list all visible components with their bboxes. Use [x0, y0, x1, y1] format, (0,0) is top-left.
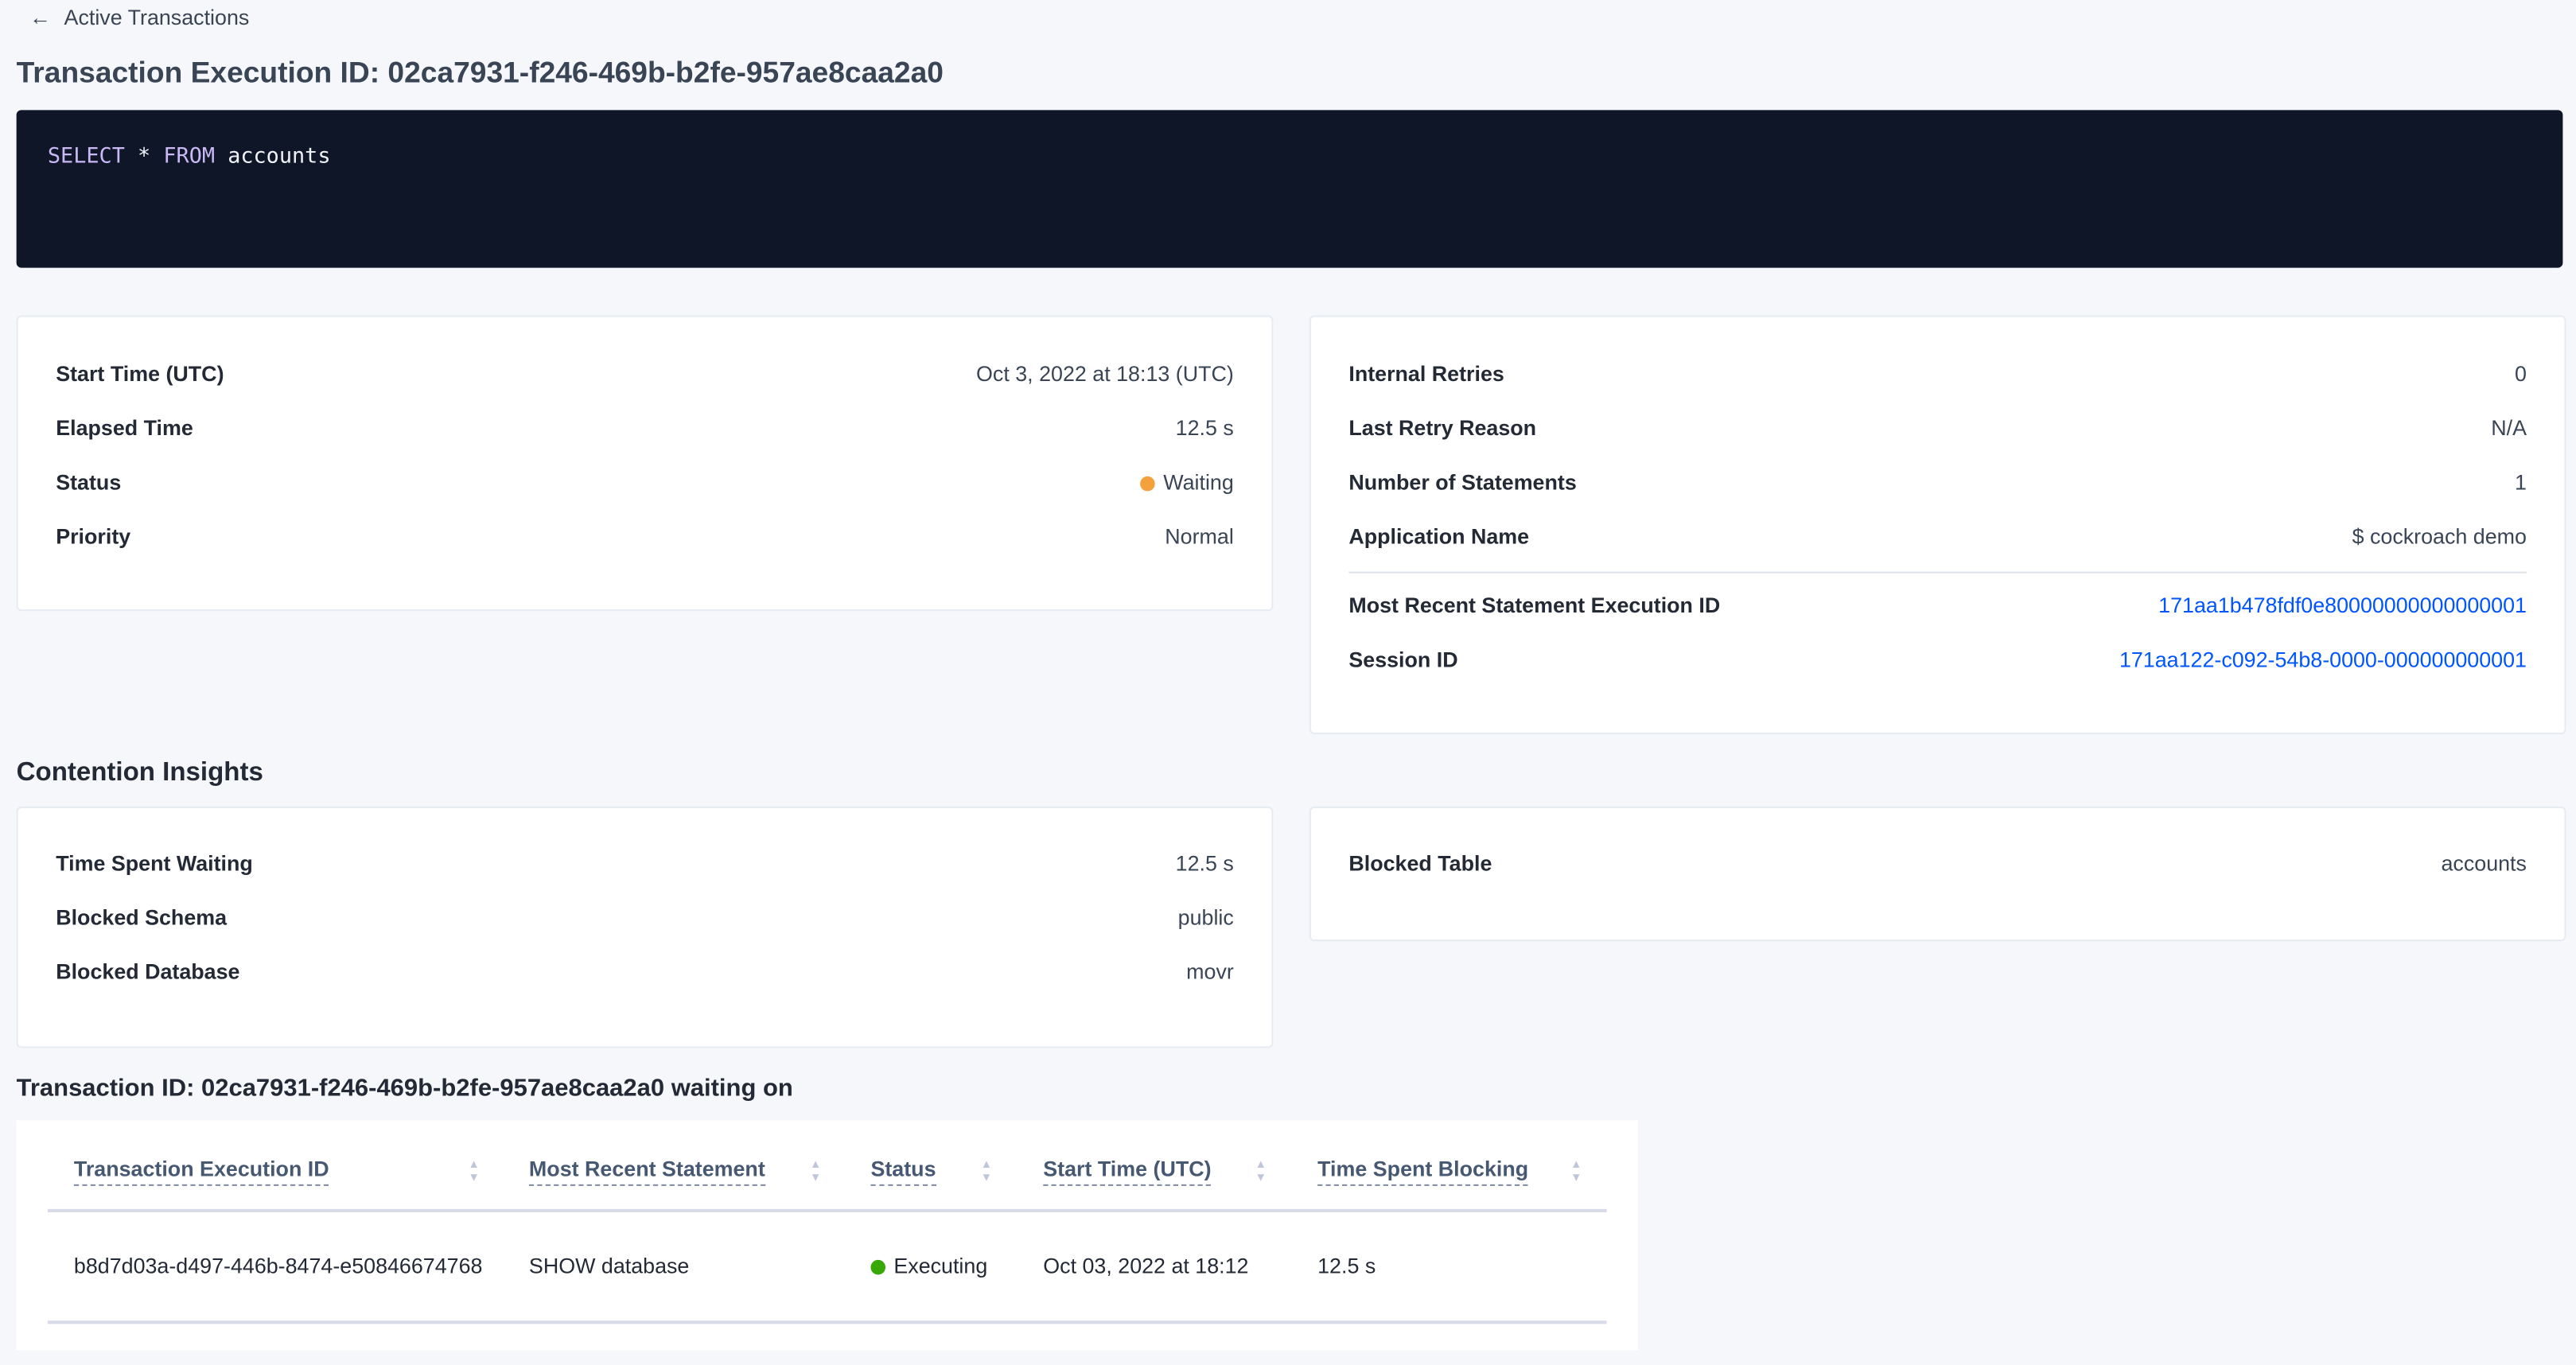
- row-label: Start Time (UTC): [56, 360, 224, 386]
- cell-start-time: Oct 03, 2022 at 18:12: [1043, 1253, 1249, 1278]
- summary-row: Most Recent Statement Execution ID 171aa1…: [1348, 588, 2527, 620]
- row-value: movr: [1186, 958, 1234, 983]
- row-value: N/A: [2491, 414, 2527, 440]
- summary-row: Session ID 171aa122-c092-54b8-0000-000000…: [1348, 642, 2527, 675]
- status-dot-icon: [870, 1259, 886, 1275]
- statement-execution-id-link[interactable]: 171aa1b478fdf0e80000000000000001: [2158, 592, 2527, 617]
- cell-time-spent-blocking: 12.5 s: [1317, 1253, 1376, 1278]
- row-label: Blocked Database: [56, 958, 240, 983]
- row-label: Blocked Table: [1348, 850, 1492, 875]
- cell-status: Executing: [870, 1254, 987, 1278]
- summary-row: Status Waiting: [56, 465, 1234, 497]
- contention-row: Blocked Schema public: [56, 900, 1234, 933]
- waiting-heading: Transaction ID: 02ca7931-f246-469b-b2fe-…: [16, 1074, 793, 1102]
- row-value: accounts: [2441, 850, 2527, 875]
- contention-card-left: Time Spent Waiting 12.5 s Blocked Schema p…: [16, 806, 1274, 1048]
- divider: [1348, 571, 2527, 574]
- contention-heading: Contention Insights: [16, 759, 263, 788]
- contention-row: Blocked Table accounts: [1348, 846, 2527, 878]
- status-badge: Waiting: [1140, 469, 1234, 494]
- row-label: Application Name: [1348, 523, 1530, 548]
- cell-statement: SHOW database: [528, 1253, 690, 1278]
- sql-keyword: FROM: [163, 144, 216, 169]
- row-label: Most Recent Statement Execution ID: [1348, 592, 1721, 617]
- status-text: Waiting: [1163, 469, 1234, 494]
- row-value: 1: [2515, 469, 2527, 494]
- row-label: Session ID: [1348, 646, 1458, 671]
- summary-row: Elapsed Time 12.5 s: [56, 410, 1234, 443]
- column-header-time-spent-blocking[interactable]: Time Spent Blocking: [1317, 1157, 1529, 1186]
- session-id-link[interactable]: 171aa122-c092-54b8-0000-000000000001: [2119, 646, 2527, 671]
- sort-icon[interactable]: ▲ ▼: [1570, 1159, 1582, 1184]
- column-header-status[interactable]: Status: [870, 1157, 936, 1186]
- breadcrumb-back-link[interactable]: ← Active Transactions: [29, 5, 249, 29]
- row-value: 12.5 s: [1175, 414, 1234, 440]
- sql-table: accounts: [228, 144, 331, 169]
- table-row-divider: [47, 1320, 1607, 1324]
- row-label: Internal Retries: [1348, 360, 1504, 386]
- summary-row: Number of Statements 1: [1348, 465, 2527, 497]
- row-label: Blocked Schema: [56, 904, 228, 929]
- row-value: public: [1177, 904, 1234, 929]
- breadcrumb-label: Active Transactions: [64, 5, 250, 30]
- sort-icon[interactable]: ▲ ▼: [468, 1159, 480, 1184]
- sql-code-block: SELECT * FROM accounts: [16, 110, 2563, 268]
- summary-row: Last Retry Reason N/A: [1348, 410, 2527, 443]
- row-label: Elapsed Time: [56, 414, 193, 440]
- row-value: 12.5 s: [1175, 850, 1234, 875]
- row-label: Status: [56, 469, 122, 494]
- row-label: Number of Statements: [1348, 469, 1577, 494]
- contention-row: Time Spent Waiting 12.5 s: [56, 846, 1234, 878]
- row-value: $ cockroach demo: [2352, 523, 2527, 548]
- sort-icon[interactable]: ▲ ▼: [980, 1159, 993, 1184]
- row-value: Oct 3, 2022 at 18:13 (UTC): [976, 360, 1234, 386]
- sql-text: SELECT * FROM accounts: [48, 145, 331, 169]
- row-value: Normal: [1165, 523, 1234, 548]
- row-label: Priority: [56, 523, 131, 548]
- sql-keyword: SELECT: [47, 144, 125, 169]
- column-header-start-time[interactable]: Start Time (UTC): [1043, 1157, 1212, 1186]
- row-label: Last Retry Reason: [1348, 414, 1537, 440]
- summary-card-right: Internal Retries 0 Last Retry Reason N/A N…: [1309, 315, 2566, 735]
- column-header-most-recent-statement[interactable]: Most Recent Statement: [528, 1157, 765, 1186]
- summary-card-left: Start Time (UTC) Oct 3, 2022 at 18:13 (UT…: [16, 315, 1274, 612]
- cell-transaction-execution-id[interactable]: b8d7d03a-d497-446b-8474-e50846674768: [73, 1253, 483, 1278]
- row-label: Time Spent Waiting: [56, 850, 253, 875]
- table-header-divider: [47, 1208, 1607, 1212]
- waiting-table: [16, 1120, 1638, 1351]
- sort-icon[interactable]: ▲ ▼: [1255, 1159, 1267, 1184]
- summary-row: Priority Normal: [56, 519, 1234, 552]
- summary-row: Start Time (UTC) Oct 3, 2022 at 18:13 (UT…: [56, 356, 1234, 389]
- status-text: Executing: [893, 1253, 988, 1278]
- column-header-transaction-execution-id[interactable]: Transaction Execution ID: [73, 1157, 329, 1186]
- arrow-left-icon: ←: [29, 5, 52, 30]
- summary-row: Internal Retries 0: [1348, 356, 2527, 389]
- sort-icon[interactable]: ▲ ▼: [810, 1159, 822, 1184]
- summary-row: Application Name $ cockroach demo: [1348, 519, 2527, 552]
- sql-star: *: [138, 144, 151, 169]
- status-dot-icon: [1140, 475, 1155, 491]
- contention-card-right: Blocked Table accounts: [1309, 806, 2566, 942]
- row-value: 0: [2515, 360, 2527, 386]
- page-title: Transaction Execution ID: 02ca7931-f246-…: [16, 56, 944, 89]
- contention-row: Blocked Database movr: [56, 955, 1234, 987]
